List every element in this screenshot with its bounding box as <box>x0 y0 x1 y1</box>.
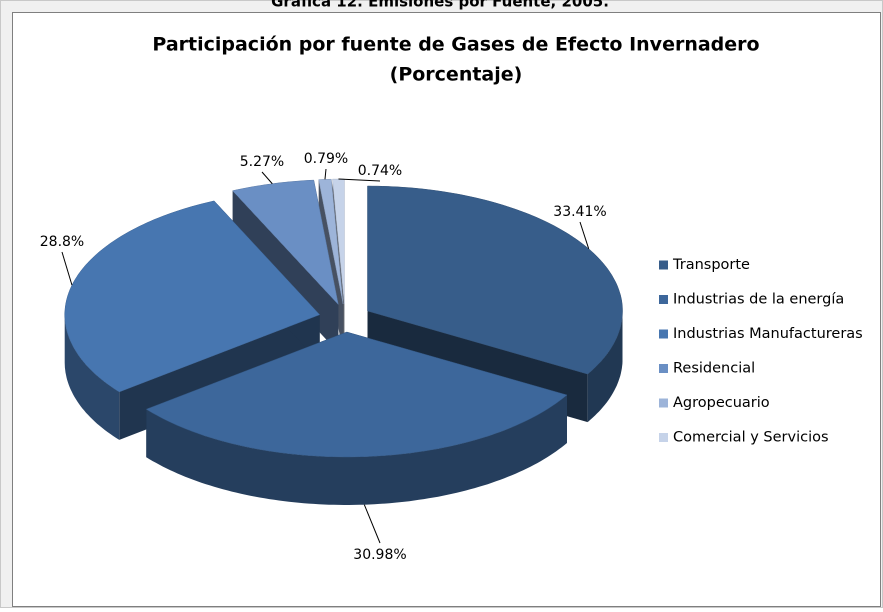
slice-side <box>146 395 568 505</box>
chart-title: Participación por fuente de Gases de Efe… <box>152 34 759 56</box>
legend-label: Agropecuario <box>673 395 770 411</box>
legend-swatch <box>659 260 668 270</box>
data-label: 0.79% <box>304 151 348 167</box>
slice-side <box>587 311 623 423</box>
legend-label: Transporte <box>672 257 750 273</box>
legend-label: Comercial y Servicios <box>673 430 829 446</box>
leader-line <box>363 504 381 544</box>
legend-swatch <box>659 295 668 304</box>
data-label: 5.27% <box>240 154 284 170</box>
legend-swatch <box>659 433 668 442</box>
slice <box>64 200 321 393</box>
legend-swatch <box>659 364 668 373</box>
legend-label: Industrias de la energía <box>673 292 844 308</box>
chart-subtitle: (Porcentaje) <box>390 64 523 86</box>
data-label: 0.74% <box>358 163 402 179</box>
data-label: 33.41% <box>553 204 606 220</box>
data-label: 28.8% <box>40 234 84 250</box>
leader-line <box>324 168 327 180</box>
header: Gráfica 12. Emisiones por Fuente, 2005. <box>271 0 609 11</box>
slice <box>232 179 339 306</box>
leader-line <box>61 251 73 286</box>
leader-line <box>338 178 381 182</box>
data-label: 30.98% <box>353 547 406 563</box>
leader-line <box>579 221 590 249</box>
slice-side <box>64 314 120 440</box>
slice <box>145 331 568 458</box>
legend-label: Industrias Manufactureras <box>673 326 863 342</box>
leader-line <box>261 171 273 185</box>
legend-swatch <box>659 329 668 339</box>
legend-swatch <box>659 398 668 408</box>
legend-label: Residencial <box>673 361 755 377</box>
slice <box>332 178 345 305</box>
